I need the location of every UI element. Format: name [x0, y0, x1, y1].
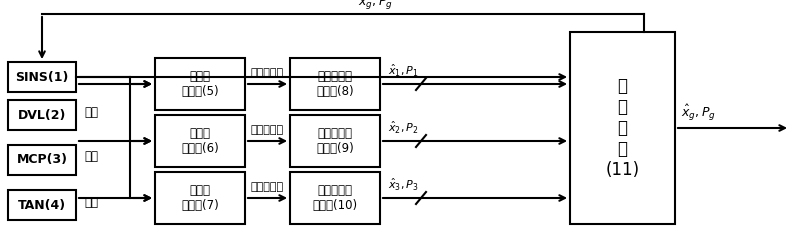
Bar	[290, 172, 380, 224]
Bar	[8, 190, 76, 220]
Bar	[570, 32, 675, 224]
Text: 第二故障诊
断模块(9): 第二故障诊 断模块(9)	[316, 127, 354, 155]
Text: 第三子
滤波器(7): 第三子 滤波器(7)	[181, 184, 219, 212]
Text: 位置: 位置	[84, 196, 98, 209]
Text: TAN(4): TAN(4)	[18, 199, 66, 211]
Text: SINS(1): SINS(1)	[15, 70, 69, 83]
Bar	[8, 62, 76, 92]
Bar	[8, 100, 76, 130]
Text: 第三故障诊
断模块(10): 第三故障诊 断模块(10)	[313, 184, 358, 212]
Bar	[155, 58, 245, 110]
Text: $\hat{x}_3,P_3$: $\hat{x}_3,P_3$	[388, 177, 419, 193]
Bar	[155, 115, 245, 167]
Text: $\dot{\hat{x}}_g,P_g$: $\dot{\hat{x}}_g,P_g$	[358, 0, 393, 12]
Text: MCP(3): MCP(3)	[17, 154, 67, 167]
Bar	[155, 172, 245, 224]
Text: 相关特征量: 相关特征量	[251, 182, 284, 192]
Text: 第一故障诊
断模块(8): 第一故障诊 断模块(8)	[316, 70, 354, 98]
Text: 航向: 航向	[84, 150, 98, 164]
Text: $\hat{x}_2,P_2$: $\hat{x}_2,P_2$	[388, 120, 418, 136]
Text: 速度: 速度	[84, 105, 98, 118]
Text: 相关特征量: 相关特征量	[251, 68, 284, 78]
Text: 第一子
滤波器(5): 第一子 滤波器(5)	[181, 70, 219, 98]
Text: 相关特征量: 相关特征量	[251, 125, 284, 135]
Text: $\hat{x}_1,P_1$: $\hat{x}_1,P_1$	[388, 63, 419, 79]
Bar	[8, 145, 76, 175]
Text: DVL(2): DVL(2)	[18, 109, 66, 122]
Bar	[290, 58, 380, 110]
Text: 主
滤
波
器
(11): 主 滤 波 器 (11)	[606, 77, 639, 179]
Text: 第二子
滤波器(6): 第二子 滤波器(6)	[181, 127, 219, 155]
Text: $\hat{x}_g,P_g$: $\hat{x}_g,P_g$	[681, 103, 716, 123]
Bar	[290, 115, 380, 167]
